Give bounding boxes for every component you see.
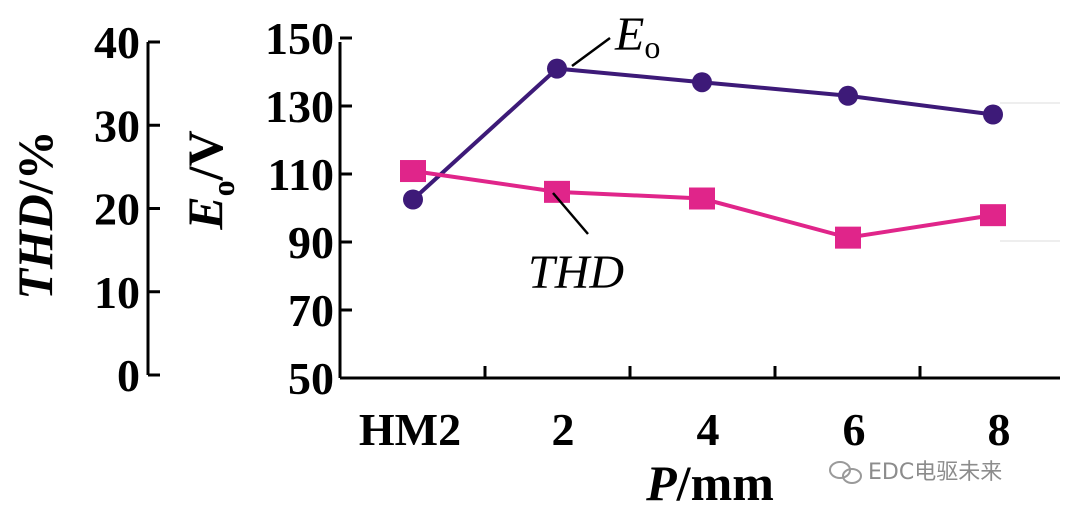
thd-point (835, 226, 861, 249)
thd-tick-label: 20 (94, 184, 140, 235)
thd-tick-label: 40 (94, 17, 140, 68)
x-tick-label: HM2 (359, 404, 461, 455)
thd-leader-line (552, 192, 589, 235)
eo-axis-var: E (177, 196, 233, 230)
eo-tick-label: 70 (288, 285, 334, 336)
eo-axis-title: Eo/V (177, 130, 241, 230)
x-axis-title: P/mm (645, 455, 774, 511)
wechat-icon (829, 461, 862, 484)
eo-ticks: 150 130 110 90 70 50 (265, 13, 352, 404)
svg-text:THD/%: THD/% (7, 130, 63, 299)
thd-point (400, 160, 426, 183)
thd-series-label: THD (528, 246, 624, 299)
eo-annotation: Eo (571, 8, 660, 68)
eo-tick-label: 90 (288, 217, 334, 268)
x-tick-label: 4 (697, 404, 720, 455)
thd-tick-label: 30 (94, 100, 140, 151)
thd-point (980, 204, 1006, 227)
watermark: EDC电驱未来 (829, 460, 1002, 485)
thd-axis-unit: /% (7, 130, 63, 195)
x-tick-label: 6 (843, 404, 866, 455)
eo-point (547, 58, 567, 79)
x-axis-var: P (645, 455, 677, 511)
eo-leader-line (571, 36, 611, 68)
watermark-text: EDC电驱未来 (868, 460, 1002, 485)
eo-point (692, 72, 712, 93)
eo-tick-label: 110 (268, 149, 334, 200)
series-layer (400, 58, 1006, 249)
thd-axis: 40 30 20 10 0 THD/% (7, 17, 160, 401)
thd-annotation: THD (528, 192, 624, 299)
eo-point (983, 104, 1003, 125)
thd-ticks: 40 30 20 10 0 (94, 17, 160, 401)
eo-tick-label: 130 (265, 81, 334, 132)
eo-series-name: E (614, 8, 644, 61)
eo-point (838, 85, 858, 106)
x-ticks: HM2 2 4 6 8 (359, 366, 1011, 455)
svg-text:Eo/V: Eo/V (177, 130, 241, 230)
thd-axis-title: THD/% (7, 130, 63, 299)
eo-axis-unit: /V (177, 130, 233, 181)
x-tick-label: 2 (552, 404, 575, 455)
x-tick-label: 8 (988, 404, 1011, 455)
x-axis-unit: /mm (676, 455, 774, 511)
thd-point (544, 180, 570, 203)
eo-axis: 150 130 110 90 70 50 Eo/V (177, 13, 352, 404)
x-axis: HM2 2 4 6 8 P/mm (340, 366, 1060, 511)
eo-axis-sub: o (205, 180, 241, 196)
eo-point (403, 189, 423, 210)
eo-series-sub: o (644, 29, 660, 65)
thd-point (689, 187, 715, 210)
thd-tick-label: 0 (117, 350, 140, 401)
eo-tick-label: 150 (265, 13, 334, 64)
thd-tick-label: 10 (94, 267, 140, 318)
eo-series-label: Eo (614, 8, 660, 65)
thd-axis-var: THD (7, 194, 63, 300)
eo-tick-label: 50 (288, 353, 334, 404)
